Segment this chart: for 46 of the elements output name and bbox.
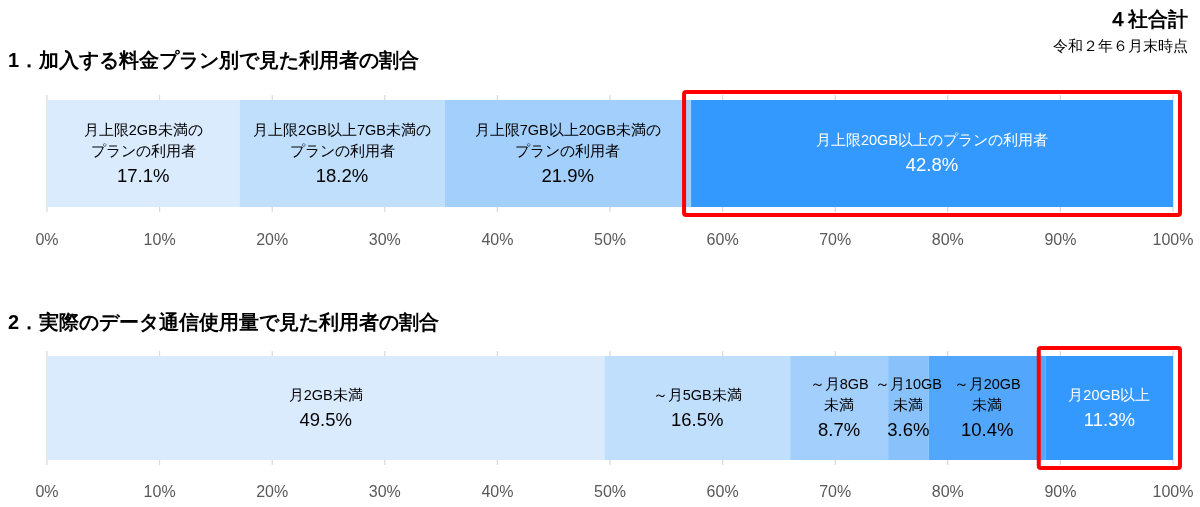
tick-label: 20% [256, 482, 289, 500]
tick-label: 70% [819, 230, 852, 248]
series-label: ～月20GB未満 [953, 376, 1021, 413]
data-label: 18.2% [315, 164, 369, 186]
tick-label: 80% [931, 230, 964, 248]
tick-label: 30% [368, 230, 401, 248]
data-label: 11.3% [1083, 408, 1135, 430]
annotation: ４社合計 [1108, 8, 1188, 30]
tick-label: 90% [1044, 482, 1077, 500]
data-label: 8.7% [818, 419, 861, 440]
tick-label: 60% [706, 482, 739, 500]
annotation: 令和２年６月末時点 [1053, 36, 1188, 54]
tick-label: 50% [594, 230, 626, 248]
tick-label: 10% [143, 230, 176, 248]
data-label: 42.8% [905, 154, 959, 175]
tick-label: 0% [35, 230, 59, 248]
title: 1．加入する料金プラン別で見た利用者の割合 [8, 49, 420, 71]
tick-label: 100% [1152, 482, 1194, 500]
series-label: 月上限20GB以上のプランの利用者 [816, 132, 1049, 148]
data-label: 16.5% [671, 408, 724, 430]
data-label: 49.5% [299, 408, 352, 430]
data-label: 17.1% [117, 164, 170, 186]
data-label: 10.4% [961, 419, 1014, 440]
data-label: 3.6% [887, 419, 930, 440]
series-label: ～月8GB未満 [809, 376, 869, 413]
tick-label: 40% [481, 482, 514, 500]
series-label: 月20GB以上 [1068, 386, 1151, 403]
series-label: 月上限2GB以上7GB未満のプランの利用者 [253, 121, 432, 159]
tick-label: 10% [143, 482, 176, 500]
title: 2．実際のデータ通信使用量で見た利用者の割合 [8, 311, 440, 333]
data-label: 21.9% [541, 164, 594, 186]
tick-label: 30% [368, 482, 401, 500]
tick-label: 20% [256, 230, 289, 248]
tick-label: 90% [1044, 230, 1077, 248]
tick-label: 0% [35, 482, 59, 500]
series-label: ～月5GB未満 [652, 386, 742, 403]
tick-label: 40% [481, 230, 514, 248]
tick-label: 60% [706, 230, 739, 248]
tick-label: 70% [819, 482, 852, 500]
series-label: 月2GB未満 [288, 386, 363, 403]
tick-label: 100% [1152, 230, 1194, 248]
series-label: 月上限2GB未満のプランの利用者 [83, 121, 203, 159]
tick-label: 50% [594, 482, 626, 500]
series-label: 月上限7GB以上20GB未満のプランの利用者 [474, 121, 661, 159]
tick-label: 80% [931, 482, 964, 500]
series-label: ～月10GB未満 [874, 376, 942, 413]
